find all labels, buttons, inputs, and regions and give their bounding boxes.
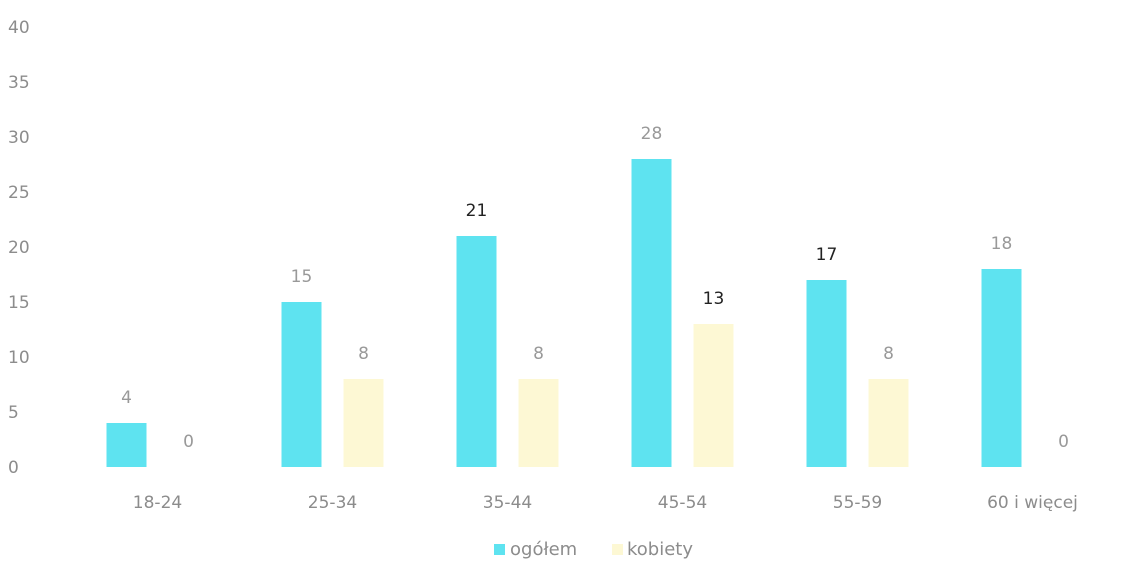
- bar-kobiety: [693, 324, 734, 467]
- bar-ogolem: [281, 302, 322, 467]
- bar-kobiety: [518, 379, 559, 467]
- data-label-kobiety: 8: [883, 344, 894, 364]
- data-label-kobiety: 8: [533, 344, 544, 364]
- data-label-kobiety: 0: [183, 432, 194, 452]
- x-category-label: 55-59: [833, 493, 882, 513]
- bar-kobiety: [343, 379, 384, 467]
- y-tick-label: 30: [8, 128, 30, 148]
- y-tick-label: 10: [8, 348, 30, 368]
- data-label-ogolem: 4: [121, 388, 132, 408]
- data-label-ogolem: 21: [466, 201, 488, 221]
- data-label-kobiety: 8: [358, 344, 369, 364]
- x-category-label: 35-44: [483, 493, 532, 513]
- y-tick-label: 5: [8, 403, 19, 423]
- x-category-label: 25-34: [308, 493, 357, 513]
- legend-label-kobiety: kobiety: [627, 539, 693, 560]
- y-tick-label: 35: [8, 73, 30, 93]
- y-tick-label: 20: [8, 238, 30, 258]
- data-label-ogolem: 18: [991, 234, 1013, 254]
- legend-label-ogolem: ogółem: [510, 539, 577, 560]
- data-label-kobiety: 0: [1058, 432, 1069, 452]
- x-category-label: 45-54: [658, 493, 707, 513]
- bar-ogolem: [806, 280, 847, 467]
- data-label-ogolem: 28: [641, 124, 663, 144]
- y-tick-label: 0: [8, 458, 19, 478]
- y-tick-label: 40: [8, 18, 30, 38]
- legend-swatch-kobiety: [612, 544, 623, 555]
- bar-ogolem: [106, 423, 147, 467]
- bar-kobiety: [868, 379, 909, 467]
- y-tick-label: 15: [8, 293, 30, 313]
- bar-ogolem: [631, 159, 672, 467]
- x-category-label: 18-24: [133, 493, 182, 513]
- y-tick-label: 25: [8, 183, 30, 203]
- x-category-label: 60 i więcej: [987, 493, 1078, 513]
- bar-ogolem: [981, 269, 1022, 467]
- data-label-ogolem: 15: [291, 267, 313, 287]
- bar-ogolem: [456, 236, 497, 467]
- data-label-ogolem: 17: [816, 245, 838, 265]
- data-label-kobiety: 13: [703, 289, 725, 309]
- legend-swatch-ogolem: [494, 544, 505, 555]
